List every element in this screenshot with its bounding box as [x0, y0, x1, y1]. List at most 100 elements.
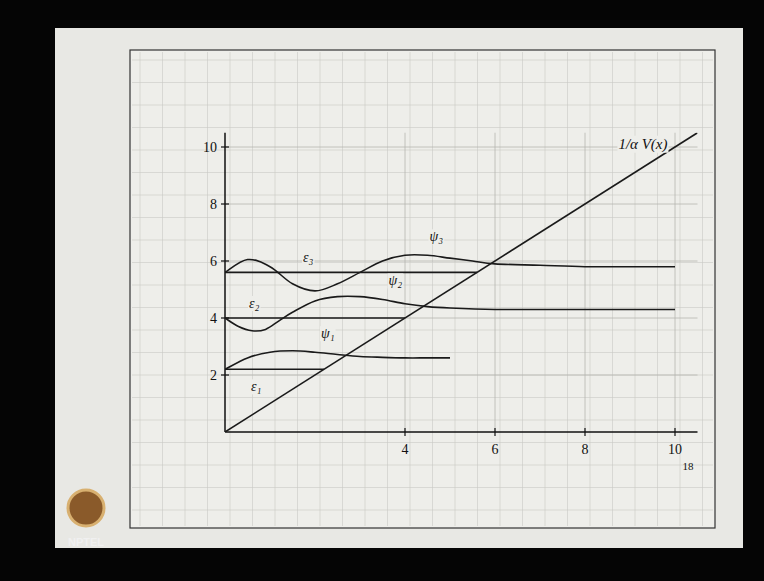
paper-line: [132, 330, 713, 331]
paper-line: [132, 127, 713, 128]
paper-line: [185, 52, 186, 526]
paper-line: [132, 487, 713, 488]
paper-line: [162, 52, 163, 526]
paper-line: [132, 375, 713, 376]
paper-line: [567, 52, 568, 526]
series-label: 1/α V(x): [618, 136, 667, 153]
x-tick: [674, 428, 675, 436]
y-tick-label: 2: [210, 368, 217, 383]
paper-line: [342, 52, 343, 526]
label-bg: [250, 379, 262, 394]
y-axis: [224, 133, 226, 432]
label-bg: [429, 229, 445, 244]
series-line: [225, 368, 324, 370]
x-tick-label: 6: [492, 442, 499, 457]
paper-line: [132, 240, 713, 241]
paper-line: [132, 285, 713, 286]
y-tick: [221, 260, 229, 261]
paper-line: [230, 52, 231, 526]
grid-line: [225, 375, 698, 376]
grid-line: [225, 318, 698, 319]
paper-line: [657, 52, 658, 526]
figure: 468102468101/α V(x)ε₁ψ₁ε₂ψ₂ε₃ψ₃18NPTEL: [0, 0, 764, 581]
grid-line: [675, 133, 676, 432]
label-bg: [248, 296, 261, 311]
series-line: [225, 351, 450, 370]
paper-line: [500, 52, 501, 526]
series-line: [225, 133, 698, 432]
y-tick: [221, 203, 229, 204]
paper-line: [477, 52, 478, 526]
paper-line: [522, 52, 523, 526]
paper-line: [132, 420, 713, 421]
paper-line: [545, 52, 546, 526]
x-tick-label: 8: [582, 442, 589, 457]
paper-line: [275, 52, 276, 526]
series-line: [225, 317, 405, 319]
paper-line: [132, 442, 713, 443]
paper-line: [132, 217, 713, 218]
grid-line: [225, 261, 698, 262]
paper-line: [432, 52, 433, 526]
paper-line: [320, 52, 321, 526]
label-bg: [388, 273, 404, 288]
paper-line: [132, 397, 713, 398]
paper-line: [132, 195, 713, 196]
x-tick-label: 10: [668, 442, 682, 457]
y-tick-label: 8: [210, 197, 217, 212]
grid-line: [225, 204, 698, 205]
figure-frame: [130, 50, 715, 528]
paper-line: [132, 352, 713, 353]
paper-line: [132, 105, 713, 106]
paper-line: [410, 52, 411, 526]
graph-paper: [132, 52, 713, 526]
x-tick: [494, 428, 495, 436]
series-label: ψ₂: [389, 273, 403, 288]
paper-line: [612, 52, 613, 526]
series-label: ψ₁: [321, 326, 335, 341]
series-label: ε₃: [303, 250, 314, 265]
series-line: [225, 272, 477, 274]
grid-line: [495, 133, 496, 432]
paper-line: [132, 60, 713, 61]
y-tick-label: 4: [210, 311, 217, 326]
paper-line: [702, 52, 703, 526]
paper-line: [297, 52, 298, 526]
paper-line: [252, 52, 253, 526]
label-bg: [617, 136, 668, 153]
grid-line: [585, 133, 586, 432]
logo-emblem: [68, 490, 104, 526]
paper-line: [132, 172, 713, 173]
paper-line: [132, 262, 713, 263]
paper-line: [207, 52, 208, 526]
x-axis: [225, 431, 698, 433]
paper-line: [140, 52, 141, 526]
series-label: ψ₃: [430, 229, 444, 244]
x-tick: [584, 428, 585, 436]
plot-area: [225, 133, 698, 432]
grid-line: [405, 133, 406, 432]
label-bg: [320, 326, 336, 341]
paper-line: [635, 52, 636, 526]
paper-line: [132, 465, 713, 466]
y-tick: [221, 374, 229, 375]
series-line: [225, 296, 675, 331]
paper-line: [365, 52, 366, 526]
series-label: ε₁: [251, 379, 261, 394]
series-line: [225, 255, 675, 291]
paper-line: [590, 52, 591, 526]
series-label: ε₂: [249, 296, 260, 311]
paper-line: [132, 510, 713, 511]
y-tick-label: 6: [210, 254, 217, 269]
label-bg: [302, 250, 315, 265]
x-tick-label: 4: [402, 442, 409, 457]
paper-line: [455, 52, 456, 526]
logo-text: NPTEL: [68, 536, 104, 548]
y-tick: [221, 146, 229, 147]
paper-line: [387, 52, 388, 526]
paper-line: [132, 82, 713, 83]
paper: [55, 28, 743, 548]
y-tick-label: 10: [203, 140, 217, 155]
background: [0, 0, 764, 581]
x-tick: [404, 428, 405, 436]
